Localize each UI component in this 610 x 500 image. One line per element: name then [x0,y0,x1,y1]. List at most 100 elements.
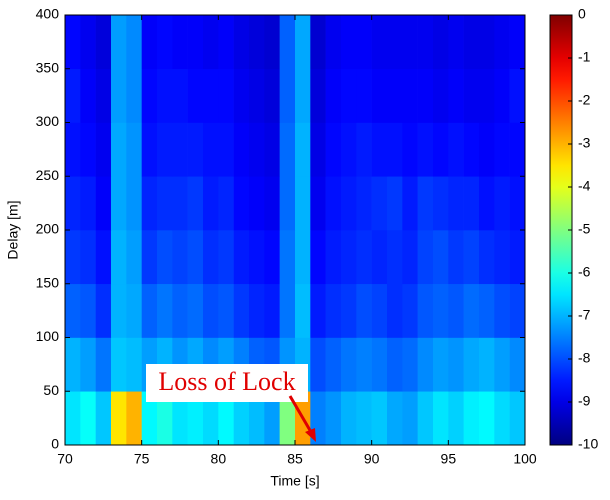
heatmap-cell [387,15,403,70]
heatmap-cell [157,283,173,338]
heatmap-cell [141,122,158,177]
y-tick-label: 200 [36,221,60,237]
heatmap-cell [433,337,449,392]
heatmap-cell [111,122,127,177]
heatmap-cell [448,15,464,70]
heatmap-cell [264,391,280,446]
heatmap-cell [95,283,112,338]
x-tick-label: 80 [211,451,227,467]
heatmap-cell [341,391,357,446]
heatmap-cell [387,68,403,123]
heatmap-cell [310,337,326,392]
heatmap-cell [479,15,495,70]
y-axis-label: Delay [m] [5,200,21,259]
heatmap-cell [509,68,526,123]
heatmap-cell [341,68,357,123]
heatmap-cell [448,283,464,338]
heatmap-cell [80,15,96,70]
colorbar-tick-label: -7 [578,307,591,323]
heatmap-cell [218,391,234,446]
heatmap-cell [95,68,112,123]
heatmap-cell [371,283,388,338]
heatmap-cell [279,176,296,231]
heatmap-cell [494,283,510,338]
heatmap-cell [387,391,403,446]
heatmap-cell [341,15,357,70]
heatmap-cell [172,283,188,338]
heatmap-cell [402,68,418,123]
colorbar-tick-label: -5 [578,221,591,237]
colorbar-tick-label: -9 [578,393,591,409]
heatmap-cell [264,68,280,123]
heatmap-cell [417,283,434,338]
heatmap-cell [80,122,96,177]
heatmap-cell [218,176,234,231]
heatmap-cell [371,337,388,392]
heatmap-cell [417,391,434,446]
heatmap-cell [233,122,250,177]
heatmap-cell [80,391,96,446]
heatmap-cell [95,176,112,231]
heatmap-cell [341,337,357,392]
heatmap-cell [310,176,326,231]
heatmap-cell [95,230,112,285]
heatmap-cell [387,337,403,392]
heatmap-cell [264,15,280,70]
heatmap-cell [295,122,311,177]
heatmap-cell [402,15,418,70]
colorbar-tick-label: -10 [578,436,598,452]
heatmap-cell [157,122,173,177]
heatmap-cell [264,176,280,231]
heatmap-cell [295,283,311,338]
heatmap-cell [264,283,280,338]
heatmap [65,15,526,446]
heatmap-cell [494,122,510,177]
heatmap-cell [479,122,495,177]
heatmap-cell [402,230,418,285]
heatmap-cell [371,230,388,285]
heatmap-cell [279,68,296,123]
heatmap-cell [433,15,449,70]
heatmap-cell [111,176,127,231]
heatmap-cell [279,283,296,338]
heatmap-cell [463,15,480,70]
heatmap-cell [417,68,434,123]
heatmap-cell [187,176,204,231]
heatmap-cell [187,122,204,177]
heatmap-cell [218,283,234,338]
heatmap-cell [233,68,250,123]
heatmap-cell [295,15,311,70]
heatmap-cell [494,68,510,123]
heatmap-cell [387,230,403,285]
heatmap-cell [203,391,219,446]
heatmap-cell [111,337,127,392]
heatmap-cell [295,230,311,285]
heatmap-cell [218,68,234,123]
heatmap-cell [203,230,219,285]
heatmap-cell [325,283,342,338]
heatmap-cell [279,122,296,177]
heatmap-cell [341,283,357,338]
heatmap-cell [463,122,480,177]
heatmap-cell [80,68,96,123]
heatmap-cell [233,176,250,231]
heatmap-cell [356,176,372,231]
colorbar-tick-label: -4 [578,178,591,194]
y-tick-label: 350 [36,59,60,75]
heatmap-cell [509,122,526,177]
heatmap-cell [157,230,173,285]
heatmap-cell [65,15,81,70]
heatmap-cell [356,15,372,70]
colorbar-tick-label: -8 [578,350,591,366]
heatmap-cell [479,176,495,231]
heatmap-cell [187,68,204,123]
heatmap-cell [494,337,510,392]
heatmap-cell [310,283,326,338]
heatmap-cell [387,122,403,177]
heatmap-cell [402,122,418,177]
heatmap-cell [295,68,311,123]
heatmap-cell [371,176,388,231]
heatmap-cell [279,230,296,285]
